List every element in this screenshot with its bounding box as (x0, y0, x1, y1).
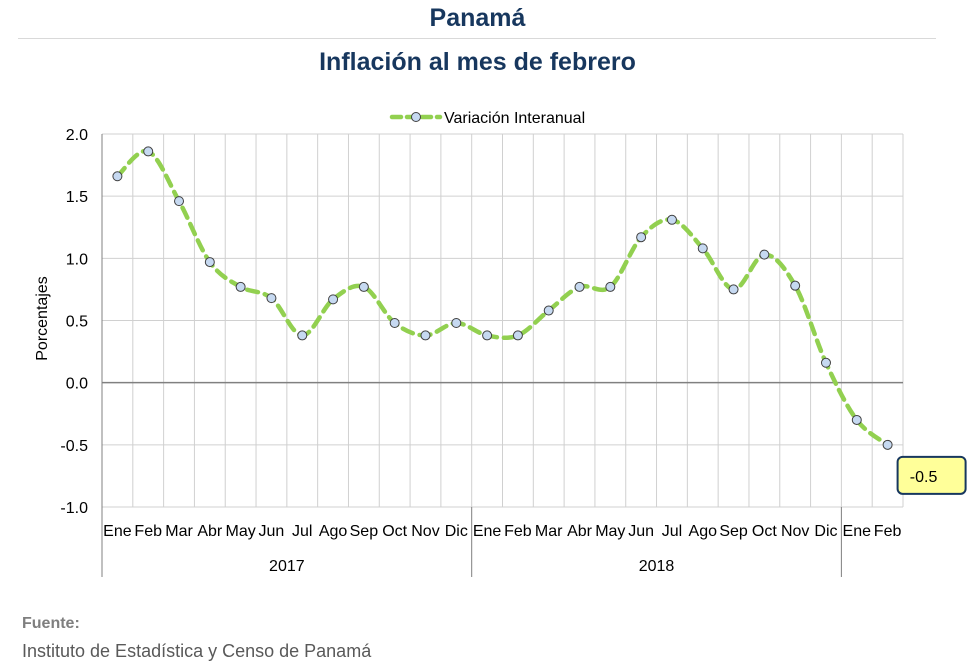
legend-label: Variación Interanual (444, 110, 585, 127)
y-tick-label: -0.5 (60, 438, 88, 455)
x-group-label: 2017 (269, 558, 305, 575)
data-point (112, 171, 123, 182)
x-tick-label: May (595, 523, 625, 540)
x-tick-label: Mar (165, 523, 193, 540)
data-point (174, 196, 185, 207)
x-tick-label: Feb (874, 523, 902, 540)
x-tick-label: Ene (843, 523, 872, 540)
y-tick-label: 0.5 (66, 314, 88, 331)
x-tick-label: Ene (103, 523, 132, 540)
data-point (389, 317, 400, 328)
source-text: Instituto de Estadística y Censo de Pana… (22, 641, 372, 661)
x-tick-label: Abr (197, 523, 223, 540)
y-tick-label: 0.0 (66, 376, 88, 393)
value-callout-label: -0.5 (910, 469, 938, 486)
data-point (451, 317, 462, 328)
chart-title: Inflación al mes de febrero (319, 48, 636, 76)
x-tick-label: Feb (504, 523, 532, 540)
x-group-label: 2018 (639, 558, 675, 575)
x-tick-label: Sep (719, 523, 748, 540)
x-tick-label: Ago (689, 523, 718, 540)
data-point (820, 357, 831, 368)
x-tick-label: Dic (445, 523, 468, 540)
data-point (666, 214, 677, 225)
data-point (482, 330, 493, 341)
x-tick-label: Nov (411, 523, 439, 540)
data-point (636, 232, 647, 243)
data-point (358, 281, 369, 292)
y-axis-title: Porcentajes (34, 276, 51, 361)
data-point (728, 284, 739, 295)
y-tick-label: 1.0 (66, 251, 88, 268)
x-tick-label: Jul (292, 523, 312, 540)
source-label: Fuente: (22, 615, 80, 632)
data-point (512, 330, 523, 341)
data-point (328, 294, 339, 305)
y-tick-label: -1.0 (60, 500, 88, 517)
value-callout (896, 455, 967, 495)
x-tick-label: Oct (752, 523, 777, 540)
data-point (204, 257, 215, 268)
y-tick-label: 1.5 (66, 189, 88, 206)
x-tick-label: Ene (473, 523, 502, 540)
x-tick-label: Mar (535, 523, 563, 540)
x-tick-label: May (226, 523, 256, 540)
x-tick-label: Nov (781, 523, 809, 540)
x-tick-label: Ago (319, 523, 348, 540)
legend-swatch-marker (411, 112, 421, 122)
data-point (851, 414, 862, 425)
data-point (235, 281, 246, 292)
data-point (420, 330, 431, 341)
country-title: Panamá (429, 4, 526, 32)
x-tick-label: Jun (259, 523, 285, 540)
data-point (266, 293, 277, 304)
x-tick-label: Oct (382, 523, 407, 540)
x-tick-label: Jul (662, 523, 682, 540)
data-point (759, 249, 770, 260)
data-point (882, 439, 893, 450)
data-point (543, 305, 554, 316)
data-point (790, 280, 801, 291)
data-point (143, 146, 154, 157)
data-point (574, 281, 585, 292)
x-tick-label: Dic (814, 523, 837, 540)
title-divider (18, 38, 936, 39)
x-tick-label: Abr (567, 523, 593, 540)
x-tick-label: Sep (350, 523, 379, 540)
y-tick-label: 2.0 (66, 127, 88, 144)
x-tick-label: Jun (628, 523, 654, 540)
x-tick-label: Feb (134, 523, 162, 540)
data-point (605, 281, 616, 292)
data-point (297, 330, 308, 341)
data-point (697, 243, 708, 254)
